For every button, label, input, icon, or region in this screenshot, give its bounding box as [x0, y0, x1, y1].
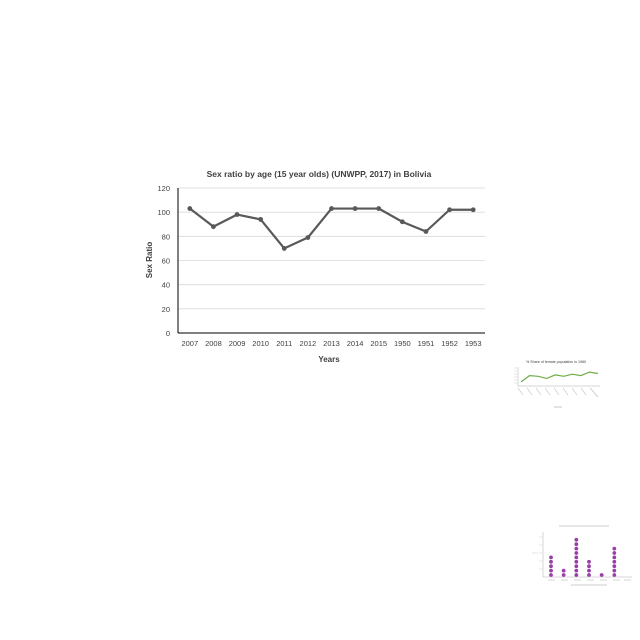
thumb-dot-marker [612, 555, 617, 560]
thumb-dot-marker [574, 559, 579, 564]
thumb-line-y-ticks [514, 367, 517, 384]
thumb-dot-marker [574, 564, 579, 569]
thumb-dots-markers [549, 537, 617, 577]
data-point [376, 206, 382, 211]
x-axis-label: Years [318, 355, 340, 364]
female-share-thumbnail-chart: % Share of female population in 1980 [504, 354, 604, 412]
y-tick-label: 0 [166, 329, 170, 338]
thumb-dot-marker [574, 555, 579, 560]
x-tick-label: 2009 [229, 339, 246, 348]
thumb-dot-marker [587, 573, 591, 577]
series-line [189, 207, 474, 250]
x-tick-label: 2012 [300, 339, 317, 348]
data-point [281, 246, 287, 251]
thumb-dot-marker [612, 568, 617, 573]
thumb-line-path [520, 371, 599, 383]
thumb-line-title: % Share of female population in 1980 [526, 360, 586, 364]
data-point [187, 206, 193, 211]
thumb-dot-marker [574, 573, 579, 577]
thumb-dot-marker [612, 559, 617, 564]
data-point [305, 235, 311, 240]
data-point [211, 224, 216, 230]
x-tick-label: 2014 [347, 339, 364, 348]
thumb-dot-marker [574, 537, 579, 542]
thumb-dot-marker [587, 564, 591, 569]
sex-ratio-line-chart: Sex ratio by age (15 year olds) (UNWPP, … [145, 169, 485, 364]
thumb-line-x-ticks [517, 387, 599, 398]
y-tick-labels: 0 20 40 60 80 100 120 [157, 184, 170, 338]
thumb-dot-marker [549, 559, 553, 564]
thumb-dot-marker [599, 573, 604, 577]
thumb-dot-marker [587, 568, 591, 573]
thumb-line-series [520, 371, 599, 383]
x-tick-label: 2008 [205, 339, 222, 348]
sex-ratio-series [187, 206, 476, 251]
thumb-dot-marker [574, 546, 579, 551]
thumb-dot-marker [549, 564, 553, 569]
data-point [234, 212, 240, 217]
thumb-dot-marker [612, 564, 617, 569]
y-axis-label: Sex Ratio [145, 242, 154, 279]
x-tick-label: 1953 [465, 339, 482, 348]
chart-title: Sex ratio by age (15 year olds) (UNWPP, … [207, 169, 432, 179]
x-tick-label: 1950 [394, 339, 411, 348]
data-point [470, 207, 476, 213]
x-tick-label: 2011 [276, 339, 292, 348]
thumb-dot-marker [587, 559, 591, 564]
y-tick-label: 120 [157, 184, 170, 193]
y-tick-label: 40 [162, 281, 170, 290]
thumb-dot-marker [574, 551, 579, 555]
data-point [447, 207, 452, 213]
thumb-dot-marker [612, 551, 617, 555]
thumb-dot-marker [549, 568, 553, 573]
data-point [423, 229, 429, 234]
thumb-dot-marker [612, 546, 617, 551]
thumb-dot-marker [549, 573, 553, 577]
data-point [258, 217, 264, 222]
y-tick-label: 60 [162, 257, 170, 266]
x-tick-label: 1952 [441, 339, 458, 348]
dot-plot-thumbnail-chart [529, 522, 635, 590]
x-tick-label: 2010 [252, 339, 269, 348]
thumb-dot-marker [561, 568, 566, 573]
data-point [352, 206, 358, 211]
data-point [329, 206, 334, 211]
y-tick-label: 20 [162, 305, 170, 314]
x-tick-label: 2013 [323, 339, 340, 348]
thumb-dot-marker [574, 568, 579, 573]
data-point [399, 219, 405, 225]
thumb-dot-marker [549, 555, 553, 560]
thumb-dots-y-ticks [532, 536, 542, 570]
thumb-dot-marker [612, 573, 617, 577]
y-tick-label: 100 [157, 208, 170, 217]
thumb-dot-marker [574, 542, 579, 547]
x-tick-label: 1951 [418, 339, 435, 348]
y-tick-label: 80 [162, 232, 170, 241]
x-tick-label: 2015 [370, 339, 387, 348]
thumb-dot-marker [561, 573, 566, 577]
x-tick-label: 2007 [181, 339, 198, 348]
y-gridlines [178, 187, 485, 310]
x-tick-labels: 2007 2008 2009 2010 2011 2012 2013 2014 2015 1950… [181, 339, 481, 348]
